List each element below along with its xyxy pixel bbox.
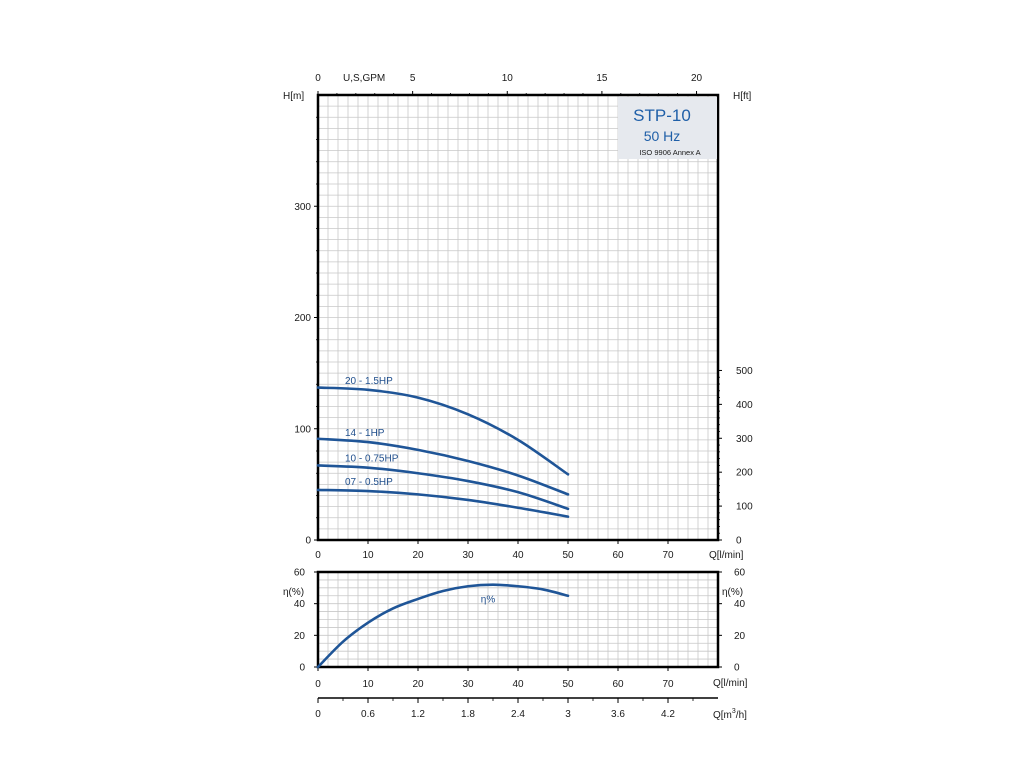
grid-lines — [318, 95, 718, 667]
curve-label: 10 - 0.75HP — [345, 454, 399, 465]
m3h-axis-tick-label: 0.6 — [361, 709, 375, 720]
m3h-axis-tick-label: 1.8 — [461, 709, 475, 720]
eff-right-tick-label: 60 — [734, 568, 746, 579]
top-axis-tick-label: 10 — [502, 73, 514, 84]
eff-x-tick-label: 20 — [412, 679, 424, 690]
eff-right-tick-label: 20 — [734, 631, 746, 642]
top-axis-tick-label: 20 — [691, 73, 703, 84]
eff-x-tick-label: 70 — [662, 679, 674, 690]
left-axis-tick-label: 200 — [294, 313, 311, 324]
eff-right-tick-label: 40 — [734, 599, 746, 610]
left-axis-tick-label: 0 — [305, 536, 311, 547]
curve-label: 20 - 1.5HP — [345, 376, 393, 387]
top-axis-tick-label: 0 — [315, 73, 321, 84]
info-box: STP-10 50 Hz ISO 9906 Annex A — [618, 97, 717, 159]
right-axis-tick-label: 100 — [736, 502, 753, 513]
q-lmin-axis-label-bottom: Q[l/min] — [713, 678, 748, 689]
x-axis-tick-label: 50 — [562, 550, 574, 561]
eff-x-tick-label: 30 — [462, 679, 474, 690]
efficiency-curve-label: η% — [481, 595, 496, 606]
x-axis-tick-label: 70 — [662, 550, 674, 561]
right-axis-tick-label: 500 — [736, 366, 753, 377]
gpm-axis-label: U,S,GPM — [343, 73, 385, 84]
m3h-axis-tick-label: 3 — [565, 709, 571, 720]
m3h-axis-tick-label: 2.4 — [511, 709, 525, 720]
x-axis-origin-label: 0 — [315, 550, 321, 561]
eff-left-tick-label: 40 — [294, 599, 306, 610]
efficiency-curve — [316, 583, 570, 669]
head-curve — [316, 386, 570, 476]
eff-right-tick-label: 0 — [734, 663, 740, 674]
q-lmin-axis-label-top: Q[l/min] — [709, 550, 744, 561]
h-ft-axis-label: H[ft] — [733, 91, 752, 102]
model-label: STP-10 — [633, 106, 691, 125]
eff-left-tick-label: 20 — [294, 631, 306, 642]
x-axis-tick-label: 10 — [362, 550, 374, 561]
left-axis-tick-label: 300 — [294, 202, 311, 213]
top-axis-tick-label: 15 — [596, 73, 608, 84]
right-axis-tick-label: 400 — [736, 400, 753, 411]
eff-x-tick-label: 10 — [362, 679, 374, 690]
eff-x-tick-label: 50 — [562, 679, 574, 690]
standard-label: ISO 9906 Annex A — [639, 148, 700, 157]
x-axis-tick-label: 60 — [612, 550, 624, 561]
eff-x-tick-label: 40 — [512, 679, 524, 690]
head-curve — [316, 488, 570, 518]
right-axis-tick-label: 200 — [736, 468, 753, 479]
left-axis-tick-label: 100 — [294, 424, 311, 435]
top-axis-tick-label: 5 — [410, 73, 416, 84]
eff-left-tick-label: 0 — [299, 663, 305, 674]
head-curve — [316, 437, 570, 496]
q-m3h-axis-label: Q[m3/h] — [713, 708, 747, 721]
m3h-axis-tick-label: 3.6 — [611, 709, 625, 720]
m3h-axis-tick-label: 4.2 — [661, 709, 675, 720]
info-box-bg — [618, 97, 717, 159]
x-axis-tick-label: 40 — [512, 550, 524, 561]
x-axis-tick-label: 20 — [412, 550, 424, 561]
h-m-axis-label: H[m] — [283, 91, 304, 102]
curve-label: 07 - 0.5HP — [345, 477, 393, 488]
frequency-label: 50 Hz — [644, 128, 681, 144]
m3h-axis-tick-label: 1.2 — [411, 709, 425, 720]
m3h-axis-tick-label: 0 — [315, 709, 321, 720]
eff-x-tick-label: 60 — [612, 679, 624, 690]
head-curve — [316, 464, 570, 511]
eff-left-tick-label: 60 — [294, 568, 306, 579]
eff-x-tick-label: 0 — [315, 679, 321, 690]
curve-label: 14 - 1HP — [345, 428, 385, 439]
right-axis-tick-label: 0 — [736, 536, 742, 547]
x-axis-tick-label: 30 — [462, 550, 474, 561]
eta-axis-label-right: η(%) — [722, 587, 743, 598]
eta-axis-label-left: η(%) — [283, 587, 304, 598]
right-axis-tick-label: 300 — [736, 434, 753, 445]
